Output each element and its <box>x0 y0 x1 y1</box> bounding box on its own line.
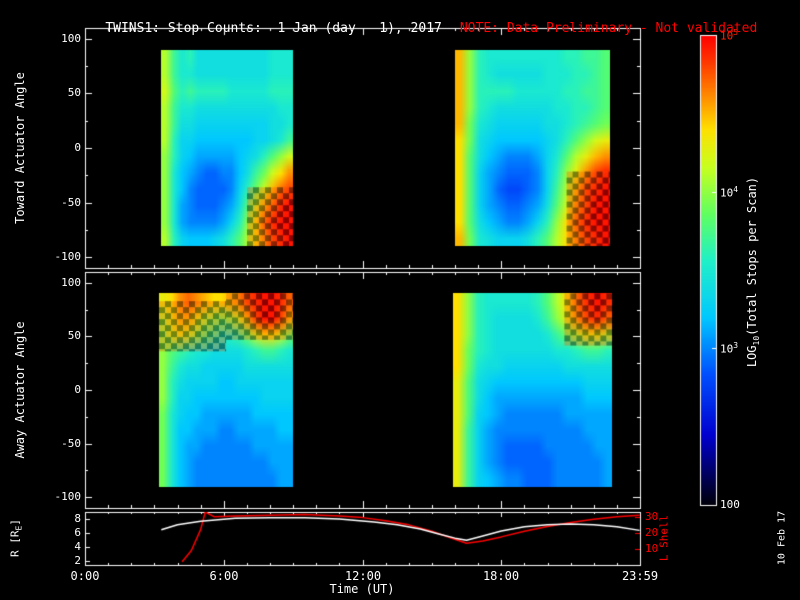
r-tick-label: 6 <box>74 526 81 539</box>
angle-tick-label: 0 <box>74 383 81 396</box>
angle-tick-label: 50 <box>67 329 81 342</box>
x-tick-label: 0:00 <box>70 569 100 583</box>
colorbar-tick-label: 104 <box>720 185 738 200</box>
title-main: TWINS1: Stop Counts: 1 Jan (day 1), 2017 <box>105 21 442 36</box>
angle-tick-label: -50 <box>61 196 81 209</box>
colorbar-tick-sup: 5 <box>733 28 739 37</box>
lshell-tick-label: 20 <box>645 526 659 539</box>
r-tick-label: 8 <box>74 512 81 525</box>
r-axis-label-base: R [R <box>8 530 22 557</box>
x-tick-label: 12:00 <box>344 569 382 583</box>
colorbar-label-sub: 10 <box>752 335 762 346</box>
colorbar-tick-base: 10 <box>720 186 734 200</box>
r-axis-label-sub: E <box>14 525 24 531</box>
colorbar-tick-label: 105 <box>720 28 738 43</box>
r-axis-label-end: ] <box>8 519 22 526</box>
toward-axis-label: Toward Actuator Angle <box>13 72 27 224</box>
colorbar-label-rest: (Total Stops per Scan) <box>744 176 759 336</box>
colorbar-tick-base: 10 <box>720 342 734 356</box>
angle-tick-label: -100 <box>54 490 82 503</box>
colorbar-label: LOG10(Total Stops per Scan) <box>745 177 761 367</box>
time-axis-label: Time (UT) <box>329 582 395 596</box>
r-axis-label: R [RE] <box>8 519 23 557</box>
colorbar-tick-label: 103 <box>720 341 738 356</box>
colorbar-tick-base: 10 <box>720 29 734 43</box>
r-tick-label: 4 <box>74 540 81 553</box>
colorbar-tick-sup: 3 <box>733 341 739 350</box>
colorbar-tick-base: 100 <box>720 498 740 511</box>
angle-tick-label: -50 <box>61 437 81 450</box>
plot-title: TWINS1: Stop Counts: 1 Jan (day 1), 2017… <box>74 6 757 51</box>
angle-tick-label: -100 <box>54 250 82 263</box>
r-tick-label: 2 <box>74 554 81 567</box>
lshell-tick-label: 10 <box>645 542 659 555</box>
colorbar-label-base: LOG <box>744 345 759 368</box>
x-tick-label: 23:59 <box>621 569 659 583</box>
angle-tick-label: 100 <box>61 32 81 45</box>
x-tick-label: 6:00 <box>209 569 239 583</box>
angle-tick-label: 0 <box>74 141 81 154</box>
away-axis-label: Away Actuator Angle <box>13 321 27 459</box>
lshell-axis-label: L Shell <box>657 514 671 562</box>
title-note: NOTE: Data Preliminary - Not validated <box>459 21 758 36</box>
colorbar-tick-sup: 4 <box>733 185 739 194</box>
x-tick-label: 18:00 <box>482 569 520 583</box>
colorbar-tick-label: 100 <box>720 498 740 511</box>
angle-tick-label: 50 <box>67 86 81 99</box>
date-stamp: 10 Feb 17 <box>776 510 788 566</box>
lshell-tick-label: 30 <box>645 510 659 523</box>
angle-tick-label: 100 <box>61 276 81 289</box>
